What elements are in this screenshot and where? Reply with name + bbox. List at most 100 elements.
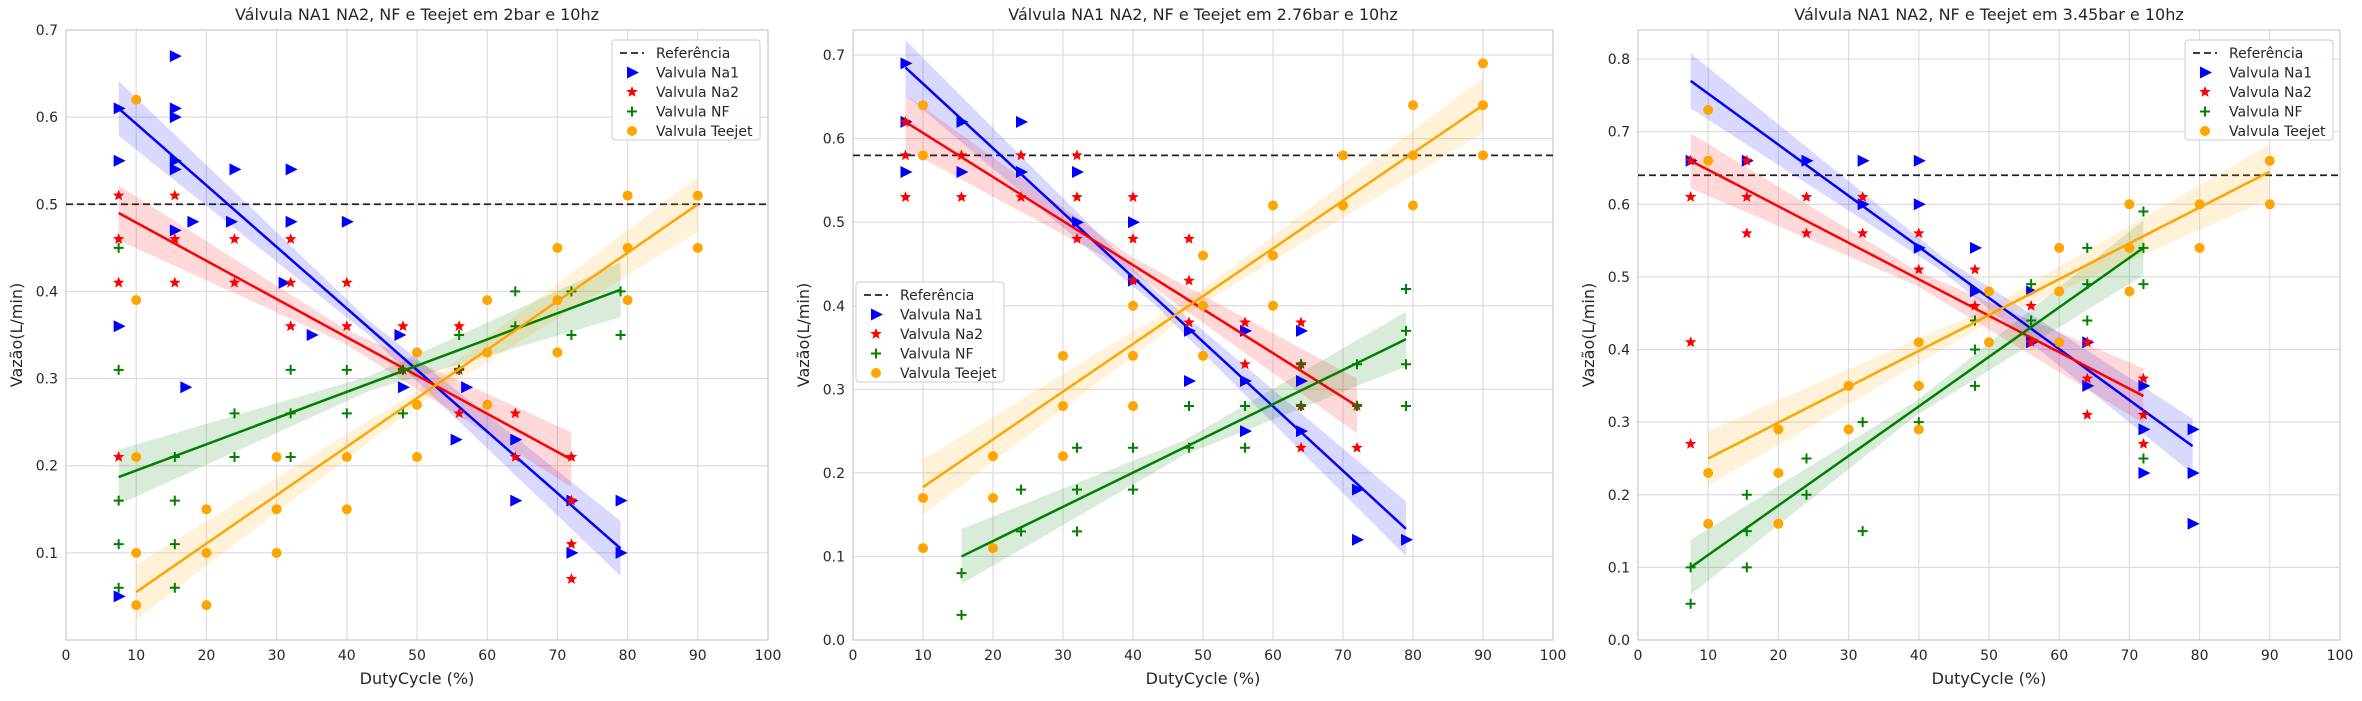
y-tick-label: 0.6 — [823, 132, 845, 148]
regression-line — [1689, 246, 2145, 569]
data-point — [1478, 58, 1488, 69]
x-tick-label: 100 — [1540, 648, 1567, 664]
legend-label: Valvula Na1 — [2229, 66, 2312, 82]
data-point — [454, 330, 465, 340]
chart-panel-1: 0 10 20 30 40 50 60 70 80 90 100 0.1 0.2 0.3 0.4 0.5 0.6… — [7, 5, 781, 688]
data-point — [1857, 417, 1868, 428]
legend-marker — [2200, 126, 2210, 136]
y-tick-label: 0.5 — [823, 215, 845, 231]
data-point — [131, 547, 142, 558]
data-point — [2194, 242, 2205, 253]
series-valvula-nf — [956, 284, 1411, 620]
data-point — [1268, 300, 1278, 311]
data-point — [2054, 286, 2065, 297]
data-point — [461, 381, 474, 394]
data-point — [1773, 467, 1784, 478]
x-tick-label: 90 — [2261, 648, 2279, 664]
data-point — [412, 452, 422, 462]
legend-label: Valvula NF — [900, 347, 974, 363]
data-point — [169, 102, 182, 115]
data-point — [1183, 232, 1195, 244]
data-point — [113, 154, 126, 167]
data-point — [1800, 227, 1813, 239]
data-point — [1240, 425, 1252, 438]
data-point — [1913, 198, 1926, 211]
x-tick-label: 50 — [1980, 648, 1998, 664]
data-point — [1016, 166, 1028, 179]
data-point — [1913, 263, 1925, 275]
data-point — [341, 276, 353, 288]
data-point — [510, 433, 523, 446]
data-point — [615, 546, 628, 559]
data-point — [2124, 199, 2135, 210]
data-point — [2187, 423, 2200, 436]
data-point — [285, 452, 296, 462]
x-tick-label: 50 — [1194, 648, 1212, 664]
x-tick-label: 80 — [2191, 648, 2209, 664]
data-point — [412, 399, 422, 410]
y-tick-label: 0.0 — [823, 633, 845, 649]
data-point — [112, 451, 125, 462]
data-point — [397, 408, 408, 419]
data-point — [397, 381, 410, 394]
data-point — [988, 543, 998, 554]
data-point — [918, 543, 928, 554]
data-point — [1072, 442, 1082, 453]
data-point — [1401, 325, 1411, 336]
data-point — [229, 452, 240, 462]
data-point — [169, 582, 180, 593]
x-axis-label: DutyCycle (%) — [1146, 669, 1261, 688]
y-tick-label: 0.3 — [36, 372, 58, 388]
x-tick-label: 0 — [1634, 648, 1643, 664]
data-point — [229, 408, 240, 419]
legend-label: Valvula Teejet — [2229, 124, 2326, 140]
data-point — [228, 233, 241, 244]
data-point — [1268, 200, 1278, 211]
data-point — [918, 100, 928, 111]
data-point — [1741, 191, 1753, 202]
data-point — [169, 224, 182, 237]
data-point — [1401, 284, 1411, 295]
data-point — [113, 242, 124, 253]
x-tick-label: 100 — [755, 648, 782, 664]
y-tick-label: 0.7 — [823, 48, 845, 64]
data-point — [113, 364, 124, 375]
x-tick-label: 20 — [984, 648, 1002, 664]
x-tick-label: 80 — [1404, 648, 1422, 664]
y-tick-label: 0.0 — [1608, 633, 1630, 649]
data-point — [1183, 274, 1195, 286]
data-point — [2026, 279, 2037, 290]
regression-line — [135, 203, 699, 594]
data-point — [1239, 316, 1251, 328]
data-point — [1408, 100, 1418, 111]
data-point — [1239, 358, 1251, 370]
data-point — [1408, 200, 1418, 211]
data-point — [1071, 149, 1083, 161]
data-point — [1773, 518, 1784, 529]
data-point — [228, 276, 241, 288]
regression-line — [117, 107, 622, 550]
x-tick-label: 20 — [197, 648, 215, 664]
data-point — [285, 215, 298, 228]
data-point — [1913, 424, 1924, 435]
data-point — [2138, 453, 2149, 464]
data-point — [169, 111, 182, 124]
data-point — [1913, 337, 1924, 348]
legend-marker — [627, 66, 639, 79]
data-point — [565, 538, 578, 549]
data-point — [1800, 191, 1813, 202]
data-point — [1857, 154, 1870, 167]
data-point — [1296, 425, 1308, 438]
data-point — [1352, 401, 1362, 412]
legend-label: Valvula Teejet — [656, 124, 753, 140]
y-tick-label: 0.4 — [823, 299, 845, 315]
data-point — [341, 408, 352, 419]
data-point — [1072, 166, 1084, 179]
y-tick-label: 0.2 — [36, 459, 58, 475]
data-point — [1478, 150, 1488, 161]
x-tick-label: 30 — [1054, 648, 1072, 664]
y-tick-label: 0.4 — [36, 284, 58, 300]
series-valvula-nf — [113, 242, 626, 593]
data-point — [169, 495, 180, 506]
legend-marker — [626, 86, 638, 97]
